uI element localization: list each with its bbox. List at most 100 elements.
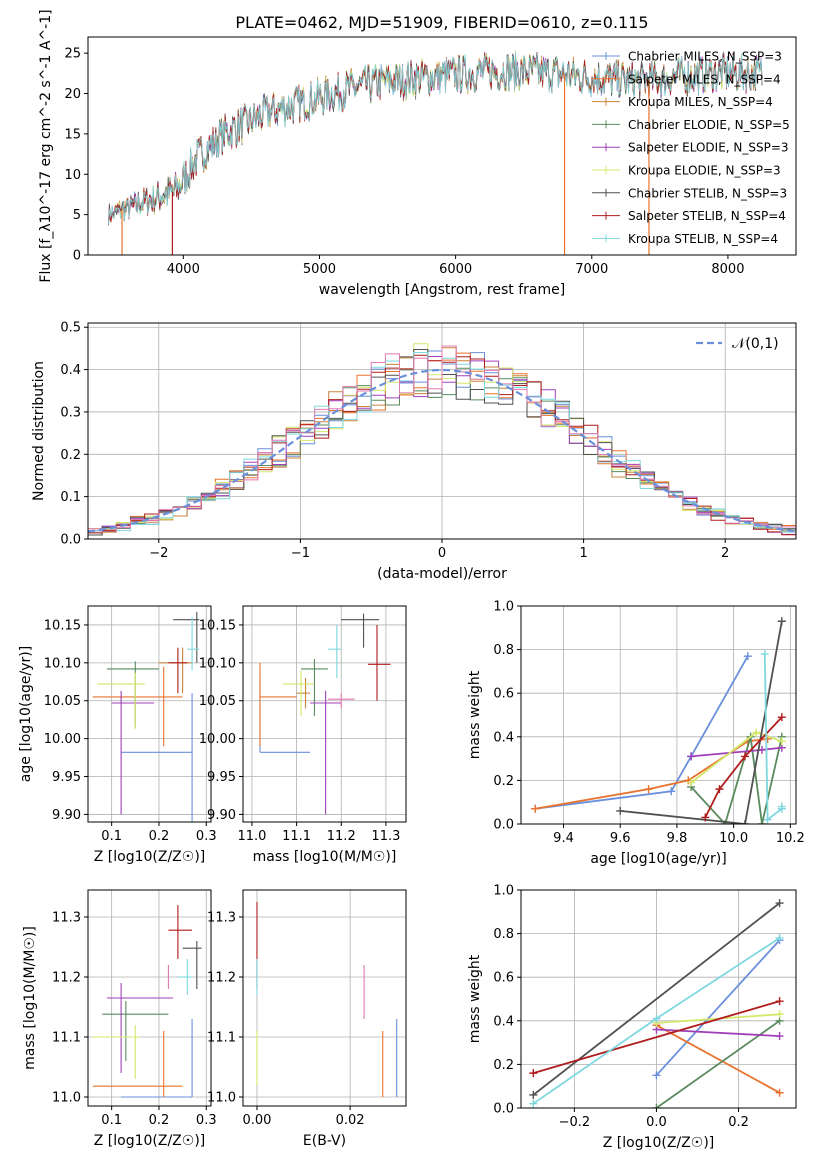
weight-marker	[667, 787, 676, 796]
plot-area	[108, 50, 763, 255]
weight-marker	[775, 1088, 784, 1097]
y-tick-label: 11.1	[207, 1031, 236, 1046]
errorbar-point	[97, 672, 145, 729]
plot-area	[88, 343, 796, 536]
x-axis-label: Z [log10(Z/Z☉)]	[603, 1135, 715, 1151]
y-tick-label: 0.8	[493, 643, 514, 658]
x-axis-label: (data-model)/error	[377, 566, 507, 582]
legend-label: Kroupa MILES, N_SSP=4	[628, 95, 773, 109]
weight-series	[620, 621, 783, 824]
weight-marker	[616, 806, 625, 815]
y-tick-label: 10.10	[199, 656, 236, 671]
weight-marker	[740, 820, 749, 824]
errorbar-point	[327, 624, 342, 678]
legend-label: Chabrier MILES, N_SSP=3	[628, 50, 782, 64]
x-axis-label: age [log10(age/yr)]	[590, 851, 726, 867]
errorbar-point	[301, 659, 328, 716]
errorbar-point	[368, 624, 391, 701]
y-tick-label: 10.15	[199, 618, 236, 633]
weight-marker	[777, 737, 786, 746]
errorbar-point	[92, 666, 183, 747]
x-tick-label: 0.2	[149, 829, 170, 844]
x-tick-label: 8000	[711, 262, 744, 277]
plot-area	[531, 617, 786, 824]
y-tick-label: 0.4	[60, 363, 81, 378]
y-tick-label: 10.05	[44, 694, 81, 709]
plot-area	[256, 902, 398, 1097]
y-axis-label: Flux [f_λ10^-17 erg cm^-2 s^-1 A^-1]	[38, 9, 54, 282]
errorbar-point	[121, 1019, 193, 1098]
y-axis-label: Normed distribution	[31, 361, 47, 501]
legend-label: 𝒩(0,1)	[732, 336, 779, 352]
x-tick-label: −1	[291, 546, 310, 561]
errorbar-point	[168, 905, 193, 959]
x-tick-label: −0.2	[559, 1115, 591, 1130]
weight-series	[704, 716, 783, 818]
axes-frame	[242, 605, 407, 823]
weight-marker	[715, 785, 724, 794]
x-tick-label: 0.3	[196, 1113, 217, 1128]
y-tick-label: 10.15	[44, 618, 81, 633]
errorbar-point	[187, 617, 200, 671]
y-tick-label: 0.6	[493, 687, 514, 702]
errorbar-point	[259, 662, 297, 747]
y-tick-label: 15	[64, 127, 81, 142]
weight-marker	[740, 752, 749, 761]
weight-marker	[775, 1010, 784, 1019]
y-tick-label: 10.10	[44, 656, 81, 671]
x-tick-label: 0.2	[149, 1113, 170, 1128]
weight-series	[532, 902, 781, 1096]
chart-title: PLATE=0462, MJD=51909, FIBERID=0610, z=0…	[235, 13, 648, 32]
y-tick-label: 0	[73, 249, 81, 264]
plot-area	[92, 612, 200, 822]
x-tick-label: 11.1	[282, 829, 311, 844]
weight-marker	[775, 933, 784, 942]
weight-marker	[529, 1099, 538, 1108]
x-tick-label: 6000	[439, 262, 472, 277]
weight-series	[533, 1000, 780, 1074]
weight-marker	[775, 997, 784, 1006]
weight-marker	[775, 899, 784, 908]
y-tick-label: 25	[64, 47, 81, 62]
mass-vs-extinction-panel: 0.00 0.02 11.0 11.1 11.2 11.3 E(B-V)	[207, 889, 407, 1149]
plot-area	[92, 905, 202, 1098]
y-tick-label: 10	[64, 168, 81, 183]
errorbar-point	[173, 612, 200, 663]
errorbar-point	[309, 690, 342, 815]
errorbar-point	[92, 1031, 183, 1097]
axes-frame	[520, 889, 797, 1109]
errorbar-point	[327, 693, 355, 709]
legend-label: Chabrier ELODIE, N_SSP=5	[628, 118, 790, 132]
errorbar-point	[168, 647, 188, 694]
weight-marker	[687, 778, 696, 787]
y-tick-label: 0.2	[493, 1058, 514, 1073]
errorbar-point	[106, 661, 159, 728]
spectrum-panel: 4000 5000 6000 7000 8000 0 5 10 15 20 25 wavelength…	[38, 9, 797, 298]
x-tick-label: 0.3	[196, 829, 217, 844]
y-tick-label: 0.5	[60, 321, 81, 336]
y-tick-label: 10.00	[199, 732, 236, 747]
y-tick-label: 0.0	[60, 533, 81, 548]
errorbar-point	[259, 678, 310, 753]
x-tick-label: 0.0	[646, 1115, 667, 1130]
x-tick-label: 0.02	[336, 1113, 365, 1128]
weight-vs-age-panel: 9.4 9.6 9.8 10.0 10.2 0.0 0.2 0.4 0.6 0.8 1.0 age […	[467, 600, 805, 868]
x-axis-label: E(B-V)	[303, 1133, 346, 1149]
legend-label: Salpeter STELIB, N_SSP=4	[628, 209, 786, 223]
y-tick-label: 0.8	[493, 927, 514, 942]
x-tick-label: 0.1	[101, 829, 122, 844]
age-vs-metallicity-panel: 0.1 0.2 0.3 9.90 9.95 10.00 10.05 10.10 10.15 Z […	[18, 605, 217, 865]
x-tick-label: 11.0	[237, 829, 266, 844]
weight-marker	[777, 617, 786, 626]
weight-marker	[757, 820, 766, 824]
y-tick-label: 10.00	[44, 732, 81, 747]
axes-frame	[87, 36, 797, 256]
x-axis-label: Z [log10(Z/Z☉)]	[94, 1133, 206, 1149]
y-axis-label: mass weight	[467, 670, 483, 759]
y-tick-label: 11.0	[207, 1091, 236, 1106]
axes-frame	[87, 605, 212, 823]
age-vs-mass-panel: 11.0 11.1 11.2 11.3 9.90 9.95 10.00 10.05 10.10 1…	[199, 605, 407, 865]
spectrum-series	[108, 51, 763, 225]
x-tick-label: 0	[438, 546, 446, 561]
weight-series	[535, 655, 749, 810]
